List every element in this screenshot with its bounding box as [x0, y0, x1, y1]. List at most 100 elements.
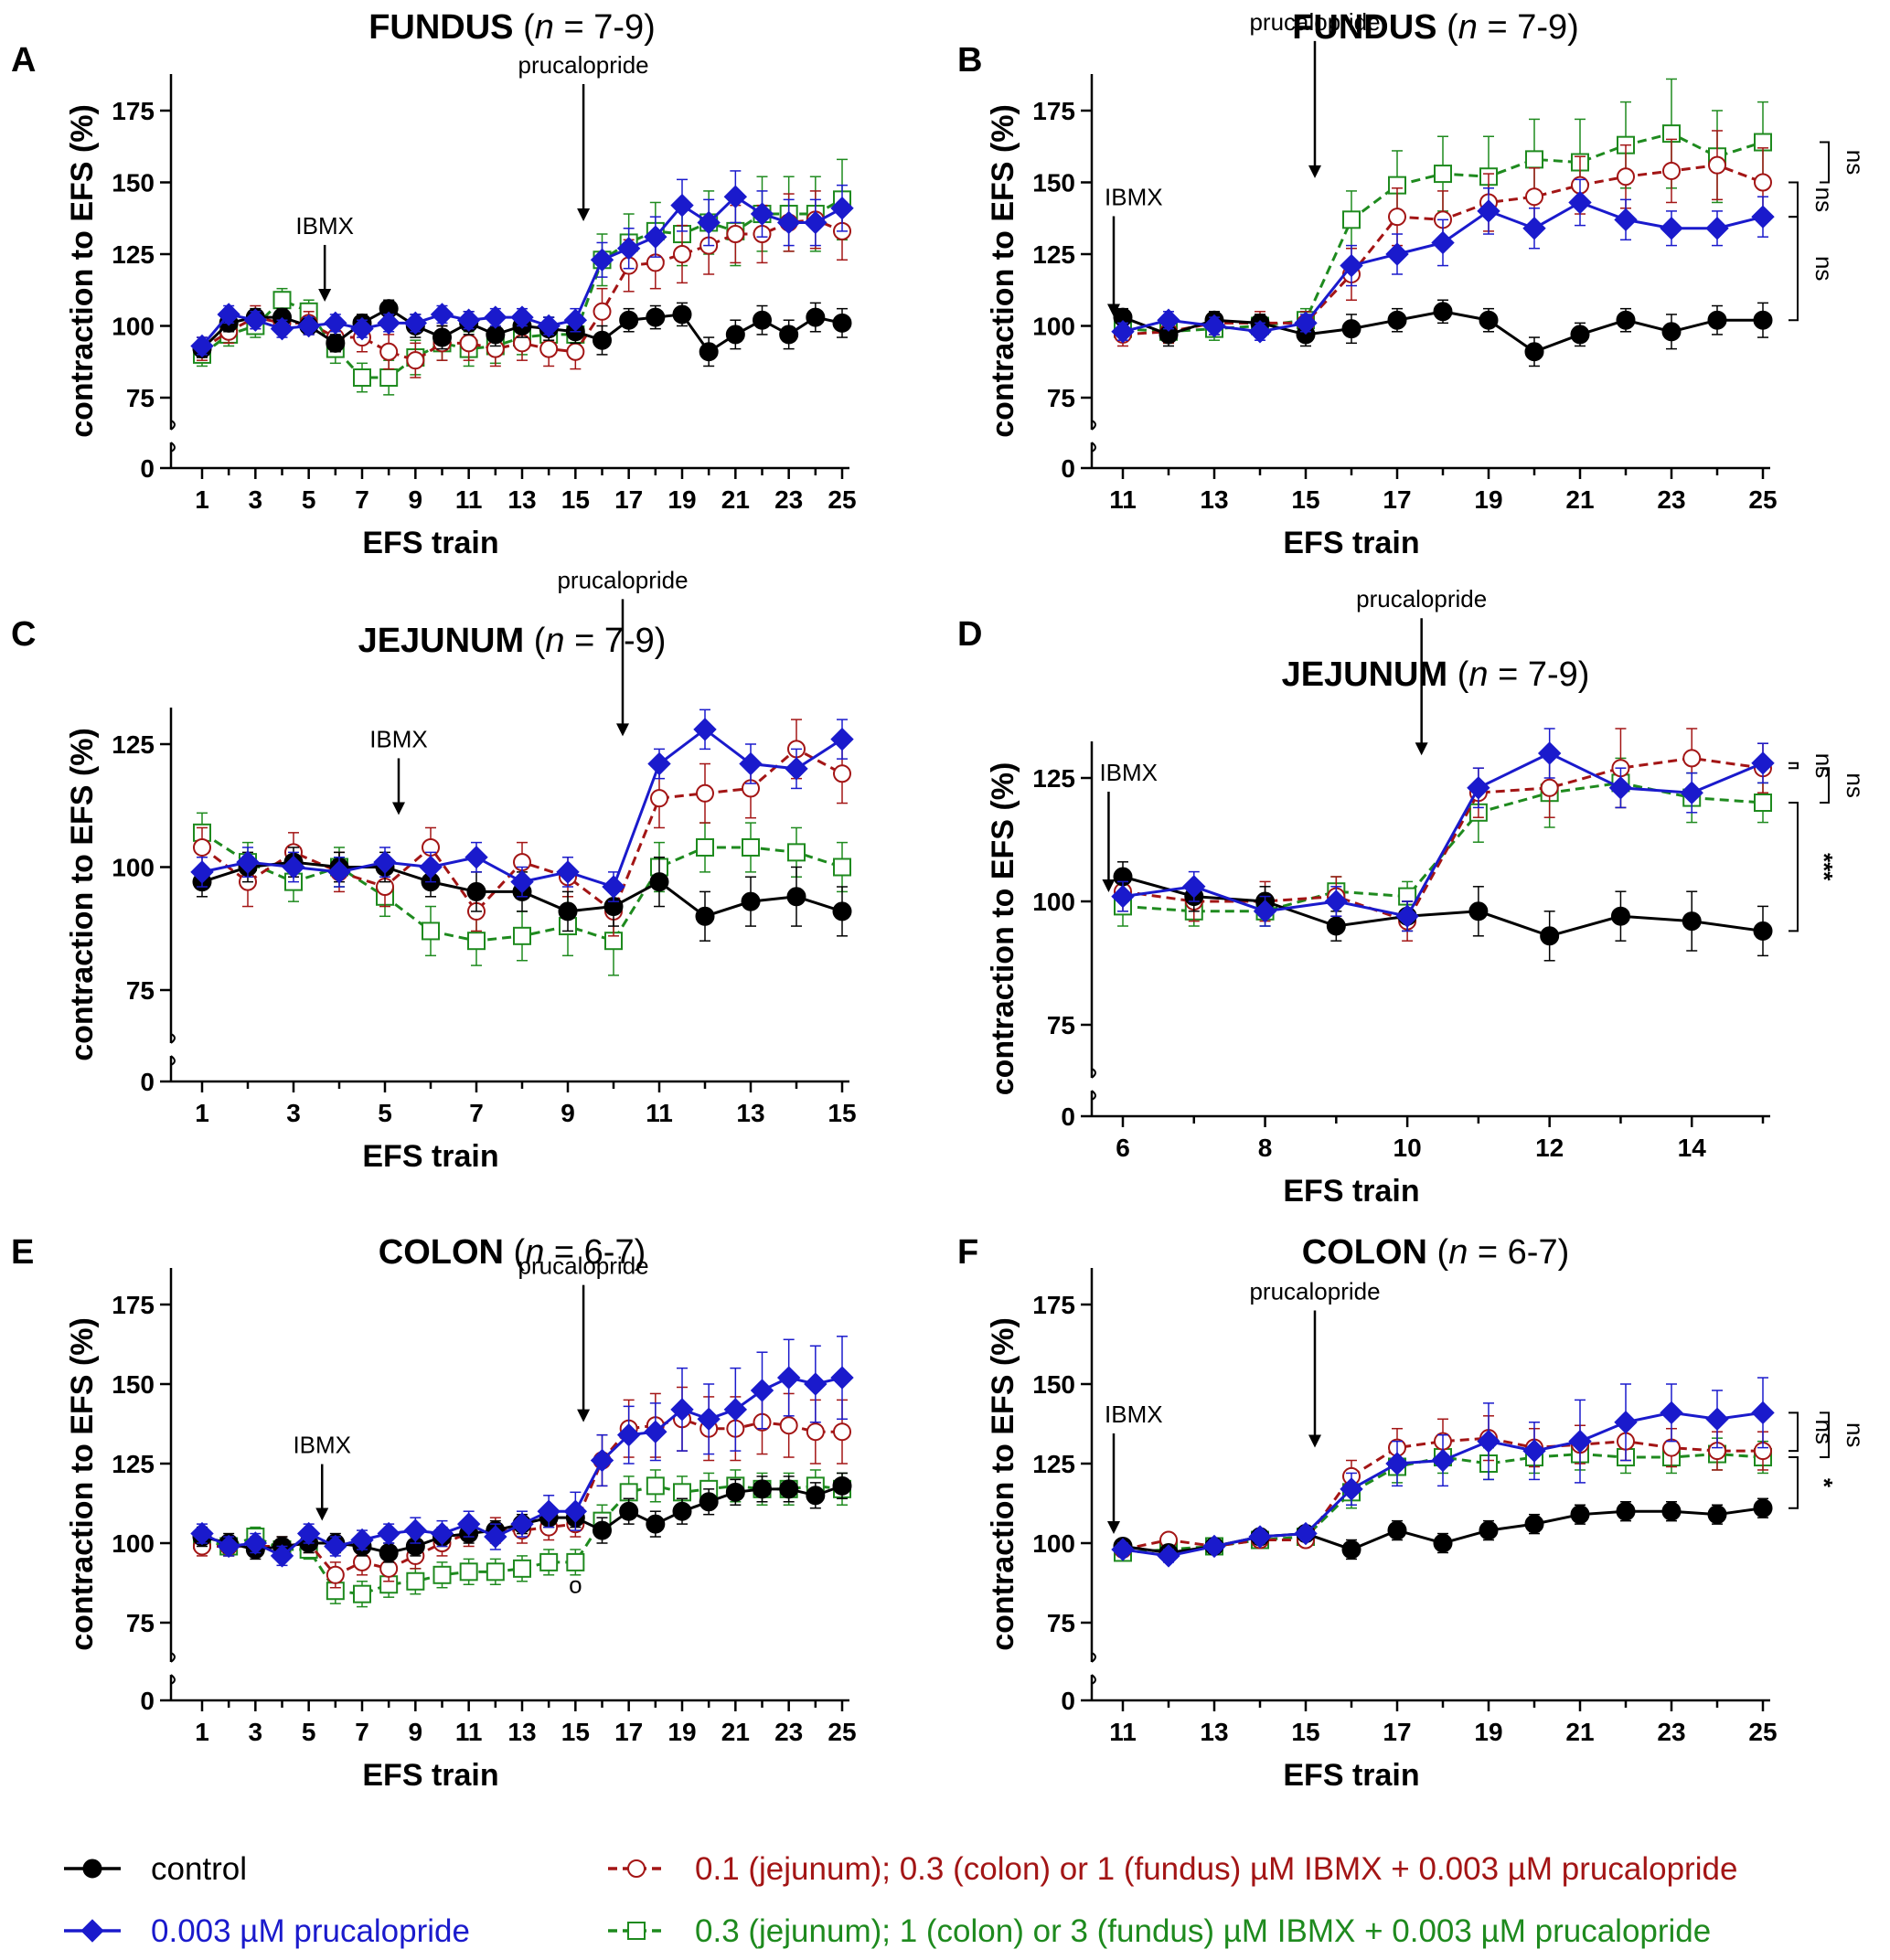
x-axis-label: EFS train: [1283, 526, 1419, 560]
prucalopride-point: [1568, 1429, 1592, 1454]
prucalopride-point: [602, 875, 625, 899]
control-point: [646, 307, 666, 327]
ibmx-low-point: [406, 351, 425, 370]
ibmx-low-point: [833, 1422, 851, 1442]
x-tick-label: 13: [736, 1099, 764, 1127]
series-prucalopride: [1111, 728, 1775, 932]
prucalopride-point: [1111, 884, 1135, 909]
x-tick-label: 5: [302, 485, 316, 514]
y-tick-label: 75: [1047, 1609, 1075, 1637]
series-prucalopride: [190, 170, 854, 358]
annotation-arrow-head: [1308, 165, 1321, 178]
control-point: [779, 325, 799, 345]
prucalopride-point: [1614, 1411, 1638, 1434]
x-tick-label: 11: [1109, 485, 1137, 514]
legend-label: 0.3 (jejunum); 1 (colon) or 3 (fundus) µ…: [695, 1913, 1711, 1949]
control-point: [806, 1486, 826, 1506]
prucalopride-point: [236, 850, 260, 874]
legend-label: control: [151, 1851, 247, 1887]
x-tick-label: 17: [614, 485, 643, 514]
prucalopride-point: [1111, 1538, 1135, 1561]
panel-title: JEJUNUM (n = 7-9): [358, 622, 667, 660]
prucalopride-point: [1248, 1525, 1272, 1549]
prucalopride-point: [1467, 776, 1490, 800]
panel-title: COLON (n = 6-7): [379, 1233, 646, 1272]
control-point: [806, 307, 826, 327]
prucalopride-point: [1568, 190, 1592, 215]
x-tick-label: 15: [1291, 1718, 1319, 1746]
x-tick-label: 21: [1565, 1718, 1594, 1746]
x-axis-label: EFS train: [1283, 1174, 1419, 1209]
prucalopride-point: [324, 311, 347, 336]
y-tick-label: 75: [126, 976, 155, 1005]
prucalopride-point: [1660, 217, 1683, 240]
x-axis-label: EFS train: [362, 526, 498, 560]
legend-item-ibmx-low: 0.1 (jejunum); 0.3 (colon) or 1 (fundus)…: [608, 1851, 1737, 1887]
significance-bracket: [1789, 1411, 1799, 1453]
prucalopride-point: [590, 1448, 614, 1473]
significance-bracket: [1820, 1411, 1830, 1459]
prucalopride-point: [324, 1534, 347, 1559]
x-tick-label: 7: [469, 1099, 484, 1127]
prucalopride-point: [243, 1531, 268, 1555]
y-tick-label: 175: [112, 1291, 155, 1319]
panel-b: B FUNDUS (n = 7-9) 75 100 125 150 175 0 11 13 15 17…: [957, 8, 1869, 560]
ibmx-low-point: [1525, 187, 1543, 207]
prucalopride-point: [1705, 217, 1729, 240]
y-tick-label: 100: [112, 313, 155, 341]
prucalopride-point: [190, 860, 214, 884]
y-axis-break: [170, 442, 176, 453]
prucalopride-point: [1608, 776, 1633, 800]
significance-label: ns: [1842, 150, 1869, 175]
series-ibmx-high: [193, 812, 851, 976]
significance-bracket: [1789, 1456, 1799, 1509]
control-point: [619, 310, 639, 330]
ibmx-high-point: [379, 368, 399, 388]
title-n-open: (: [1437, 8, 1459, 47]
legend-label: 0.003 µM prucalopride: [151, 1913, 470, 1949]
panel-letter: F: [957, 1233, 978, 1272]
ibmx-high-point: [486, 1562, 505, 1582]
panel-letter: E: [11, 1233, 34, 1272]
prucalopride-point: [563, 1499, 588, 1523]
annotation-arrow-head: [577, 1409, 591, 1422]
x-tick-label: 23: [774, 485, 803, 514]
x-tick-label: 17: [1383, 1718, 1411, 1746]
prucalopride-annotation: prucalopride: [518, 51, 649, 222]
prucalopride-annotation: prucalopride: [518, 1252, 649, 1422]
significance-label: ns: [1810, 753, 1838, 778]
ibmx-low-point: [193, 837, 211, 857]
ibmx-low-point: [539, 339, 559, 358]
prucalopride-point: [1395, 904, 1419, 928]
prucalopride-point: [1522, 217, 1546, 240]
y-axis-label: contraction to EFS (%): [986, 104, 1020, 438]
control-point: [82, 1859, 102, 1879]
ibmx-annotation: IBMX: [295, 212, 354, 302]
annotation-label: IBMX: [1099, 759, 1158, 786]
prucalopride-annotation: prucalopride: [557, 566, 689, 737]
ibmx-high-point: [1754, 794, 1772, 812]
title-tissue: COLON: [379, 1233, 504, 1272]
title-n-value: = 6-7): [544, 1233, 646, 1272]
title-n-open: (: [524, 622, 546, 660]
ibmx-high-point: [1525, 150, 1543, 169]
x-tick-label: 19: [1474, 1718, 1502, 1746]
panel-letter: C: [11, 615, 36, 654]
prucalopride-point: [1614, 208, 1638, 232]
ibmx-low-point: [833, 764, 851, 783]
ibmx-low-point: [627, 1859, 646, 1878]
annotation-arrow-head: [315, 1507, 329, 1521]
ibmx-low-point: [379, 342, 399, 361]
prucalopride-point: [1340, 1477, 1363, 1501]
prucalopride-point: [1537, 741, 1562, 765]
ibmx-annotation: IBMX: [1099, 759, 1158, 892]
control-point: [1661, 322, 1682, 342]
significance-label: *: [1810, 1478, 1838, 1488]
prucalopride-point: [750, 1379, 774, 1402]
control-point: [699, 342, 719, 362]
x-tick-label: 15: [561, 1718, 590, 1746]
y-axis-label: contraction to EFS (%): [986, 1317, 1020, 1651]
y-tick-label: 125: [1032, 764, 1075, 793]
control-point: [466, 881, 486, 901]
